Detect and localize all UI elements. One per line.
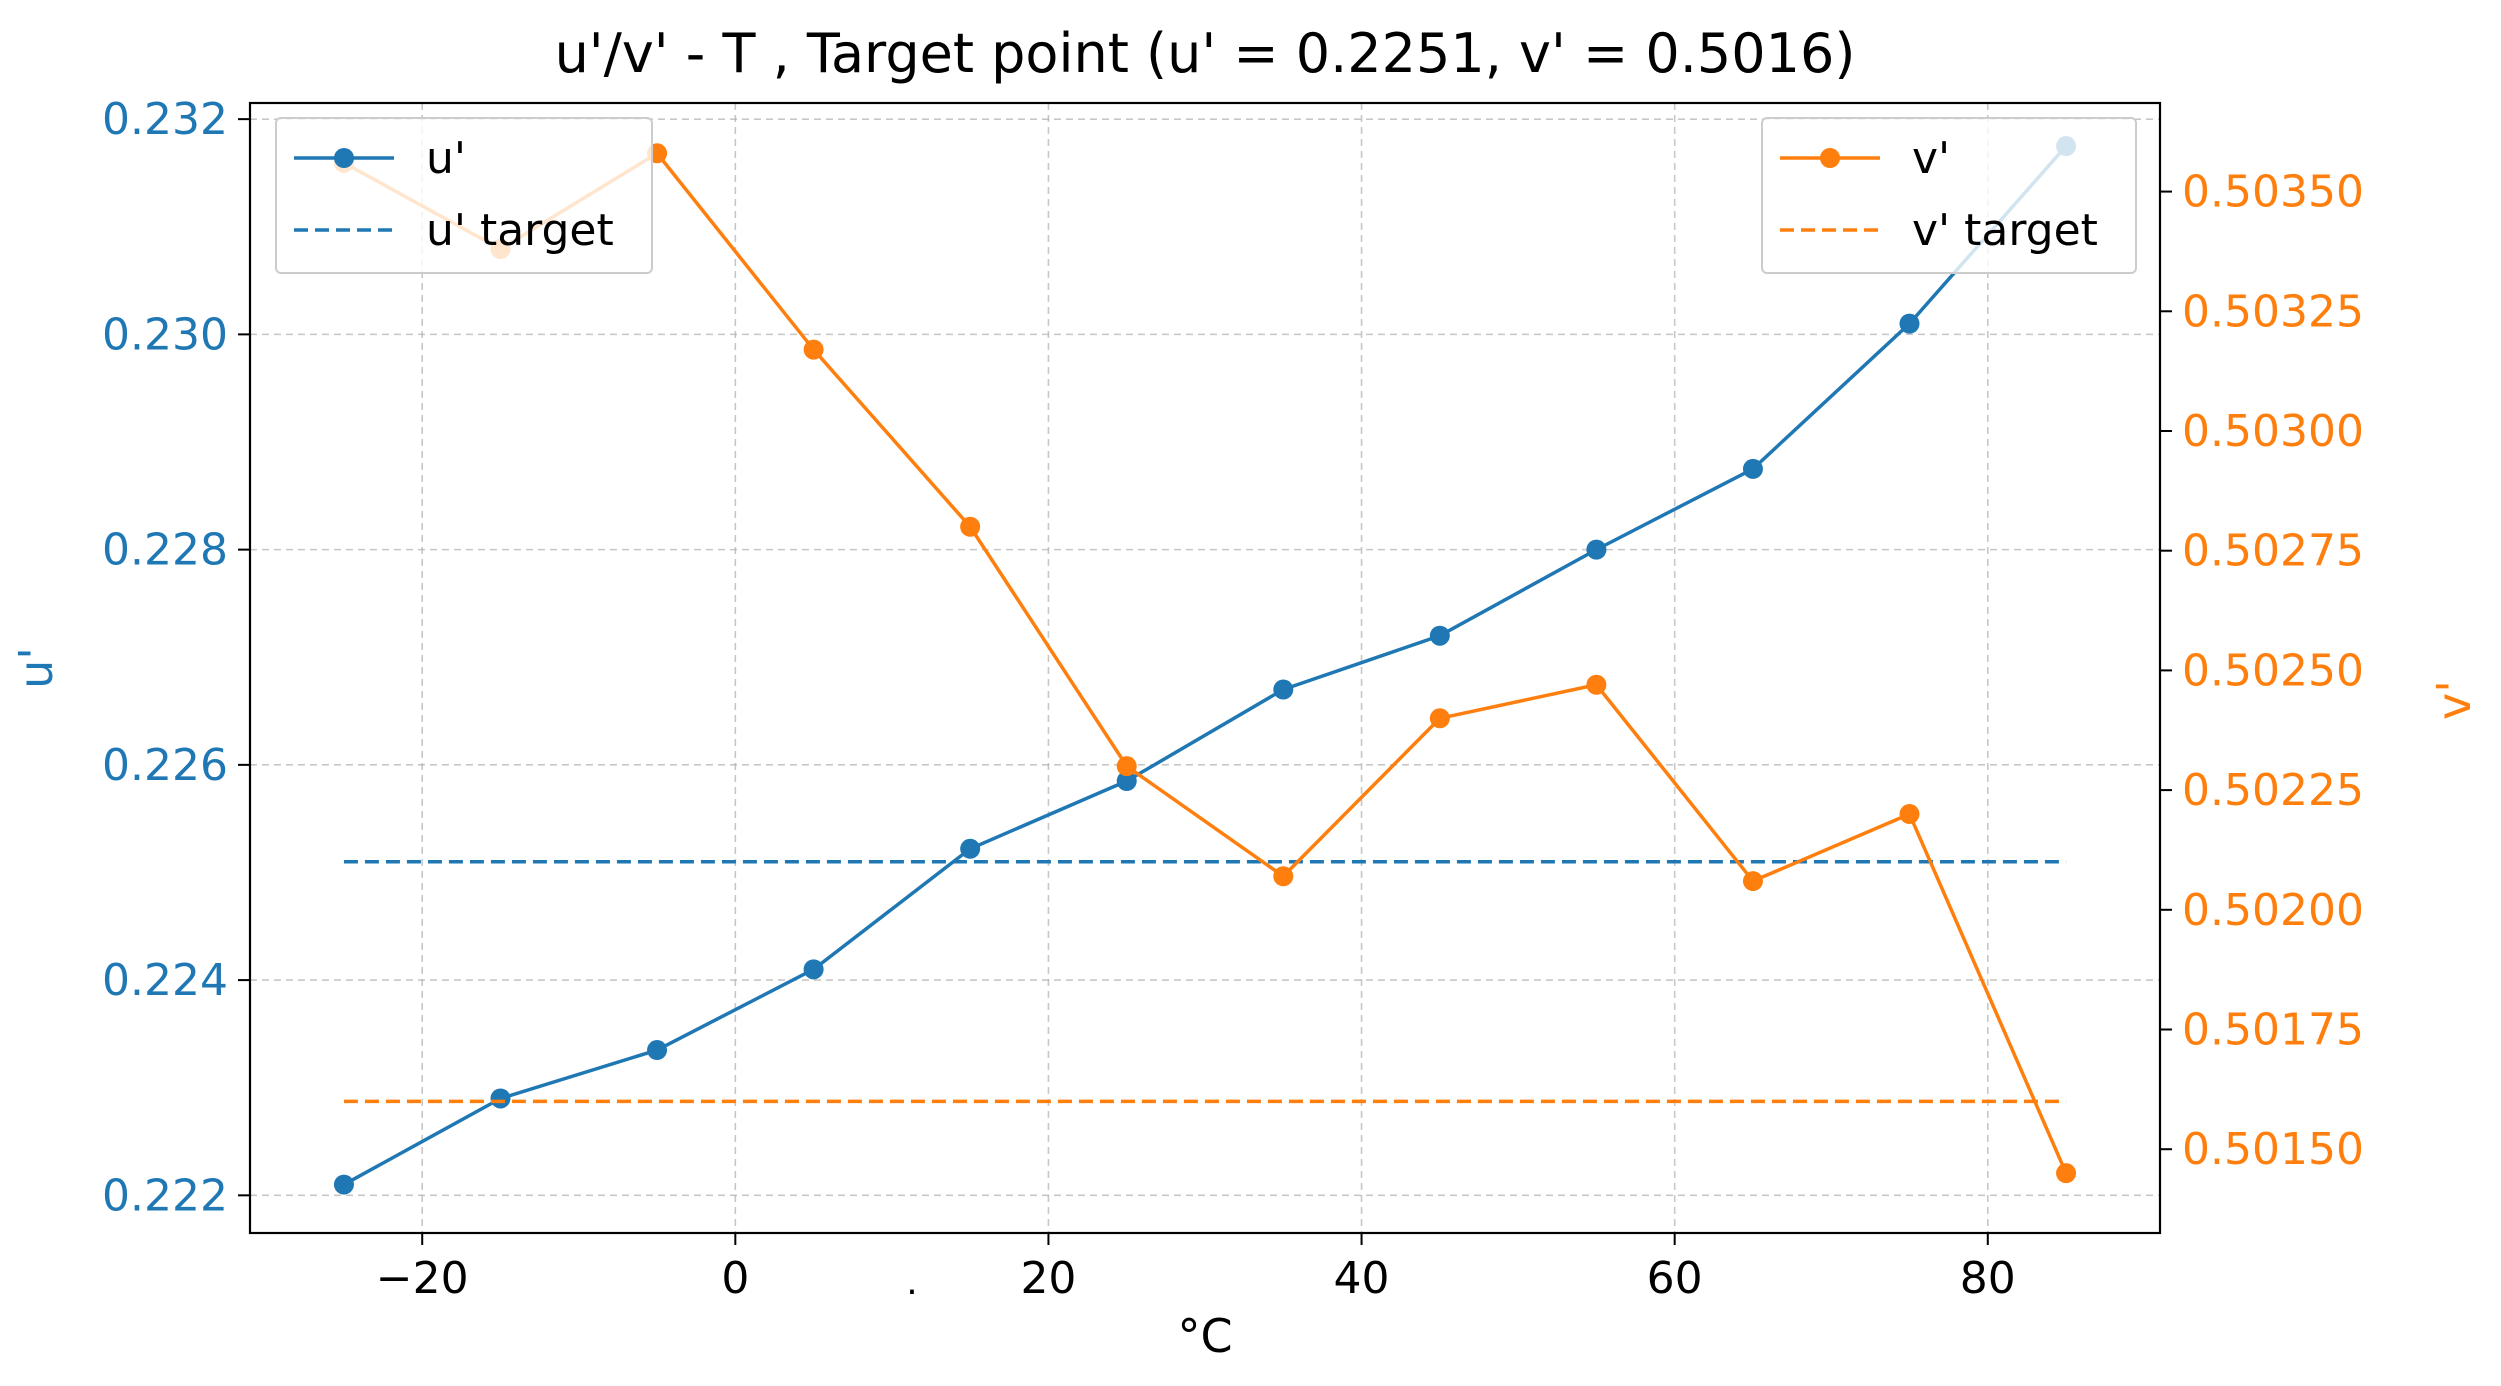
legend_left-swatch-marker bbox=[334, 148, 354, 168]
y-axis-left-label: u' bbox=[9, 647, 63, 689]
legend_right-label: v' bbox=[1912, 133, 1950, 184]
series-v-point bbox=[1899, 804, 1920, 825]
series-u-point bbox=[490, 1088, 511, 1109]
x-tick-label: 60 bbox=[1647, 1253, 1703, 1304]
y-right-tick-label: 0.50325 bbox=[2182, 286, 2364, 337]
y-right-tick-label: 0.50250 bbox=[2182, 645, 2364, 696]
x-tick-label: 80 bbox=[1960, 1253, 2016, 1304]
series-v-point bbox=[1116, 756, 1137, 777]
series-u-point bbox=[1116, 771, 1137, 791]
series-v-point bbox=[2056, 1163, 2077, 1184]
y-right-tick-label: 0.50200 bbox=[2182, 885, 2364, 936]
axes-layer: −20 0 20 40 60 80 0.222 0.224 0.226 0.228 0.230 0.2… bbox=[102, 94, 2364, 1304]
y-right-tick-label: 0.50275 bbox=[2182, 526, 2364, 577]
series-v-line bbox=[343, 151, 2068, 1174]
series-v-point bbox=[1273, 866, 1294, 887]
y-right-tick-label: 0.50150 bbox=[2182, 1124, 2364, 1175]
legend-layer: u' u' target v' v' target bbox=[275, 117, 2137, 274]
x-axis-label: °C bbox=[1177, 1309, 1232, 1363]
y-left-tick-label: 0.232 bbox=[102, 94, 228, 145]
series-v-point bbox=[803, 339, 824, 360]
series-v-point bbox=[960, 516, 981, 537]
series-u-point bbox=[960, 838, 981, 859]
series-u-point bbox=[803, 959, 824, 980]
stray-dot-mark: . bbox=[906, 1262, 917, 1303]
x-tick-label: −20 bbox=[376, 1253, 469, 1304]
y-left-tick-label: 0.230 bbox=[102, 309, 228, 360]
series-u-point bbox=[1429, 625, 1450, 646]
legend_left-label: u' target bbox=[426, 205, 614, 256]
y-axis-right-label: v' bbox=[2427, 680, 2481, 720]
y-left-tick-label: 0.226 bbox=[102, 740, 228, 791]
x-tick-label: 40 bbox=[1334, 1253, 1390, 1304]
series-u-point bbox=[333, 1174, 354, 1195]
y-right-tick-label: 0.50300 bbox=[2182, 406, 2364, 457]
series-u-point bbox=[1586, 539, 1607, 560]
y-left-tick-label: 0.224 bbox=[102, 955, 228, 1006]
y-right-tick-label: 0.50175 bbox=[2182, 1005, 2364, 1056]
plot-area-frame bbox=[248, 101, 2162, 1235]
legend_right-label: v' target bbox=[1912, 205, 2098, 256]
series-u-point bbox=[1742, 458, 1763, 479]
y-right-tick-label: 0.50225 bbox=[2182, 765, 2364, 816]
series-u-line bbox=[343, 144, 2068, 1187]
series-v-point bbox=[1586, 674, 1607, 695]
series-u-point bbox=[1273, 679, 1294, 700]
legend_right-swatch-marker bbox=[1820, 148, 1840, 168]
y-right-tick-label: 0.50350 bbox=[2182, 167, 2364, 218]
x-tick-label: 0 bbox=[721, 1253, 749, 1304]
chart-title: u'/v' - T , Target point (u' = 0.2251, v… bbox=[555, 22, 1856, 85]
series-u-point bbox=[1899, 313, 1920, 334]
grid-layer bbox=[250, 103, 2160, 1233]
y-left-tick-label: 0.228 bbox=[102, 525, 228, 576]
series-u-point bbox=[647, 1040, 668, 1061]
series-v-point bbox=[1429, 708, 1450, 729]
series-layer bbox=[333, 136, 2077, 1195]
x-tick-label: 20 bbox=[1020, 1253, 1076, 1304]
legend_left-label: u' bbox=[426, 133, 466, 184]
y-left-tick-label: 0.222 bbox=[102, 1170, 228, 1221]
series-v-point bbox=[1742, 871, 1763, 892]
